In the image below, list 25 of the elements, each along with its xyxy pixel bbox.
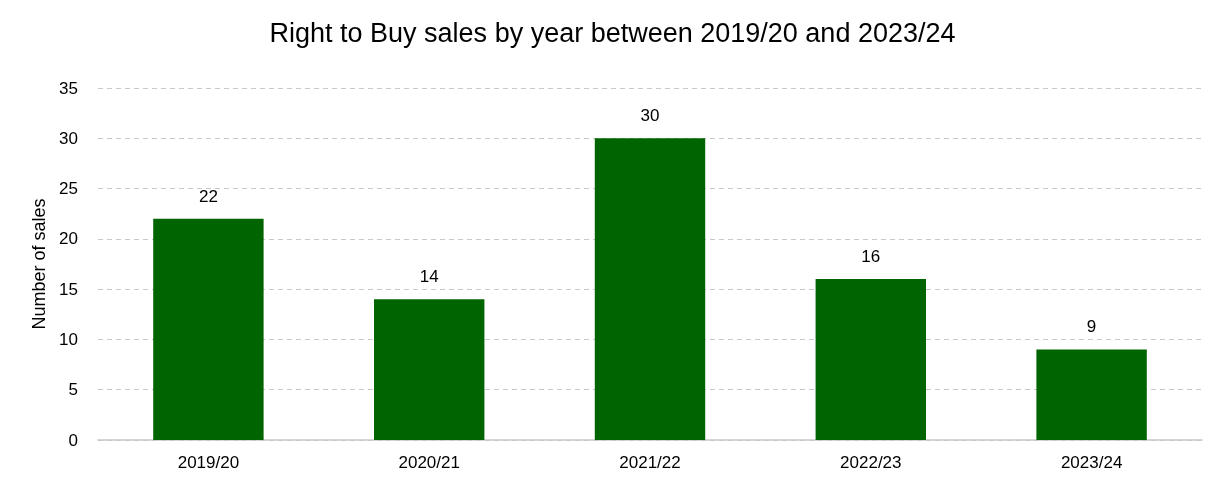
x-tick-label: 2023/24	[1060, 453, 1123, 472]
y-tick-label: 35	[59, 78, 78, 98]
y-tick-label: 10	[59, 329, 78, 349]
data-label: 16	[861, 247, 881, 267]
bar	[153, 218, 264, 440]
x-tick-label: 2021/22	[619, 453, 681, 472]
x-tick-label: 2020/21	[398, 453, 460, 472]
y-tick-label: 20	[59, 229, 78, 249]
y-tick-label: 30	[59, 128, 78, 148]
y-axis-title: Number of sales	[29, 198, 49, 330]
chart-title: Right to Buy sales by year between 2019/20 and 2023/24	[269, 17, 956, 48]
x-tick-label: 2019/20	[177, 453, 240, 472]
bar	[594, 138, 706, 440]
x-tick-label: 2022/23	[840, 453, 902, 472]
bar	[374, 299, 485, 440]
y-tick-label: 15	[59, 279, 78, 299]
bar	[815, 279, 926, 440]
data-label: 14	[419, 267, 439, 287]
y-tick-label: 25	[59, 179, 78, 199]
data-label: 22	[198, 186, 218, 206]
y-tick-label: 0	[68, 430, 78, 450]
data-label: 30	[640, 106, 660, 126]
bar	[1036, 349, 1147, 440]
data-label: 9	[1086, 317, 1097, 337]
y-tick-label: 5	[68, 380, 78, 400]
